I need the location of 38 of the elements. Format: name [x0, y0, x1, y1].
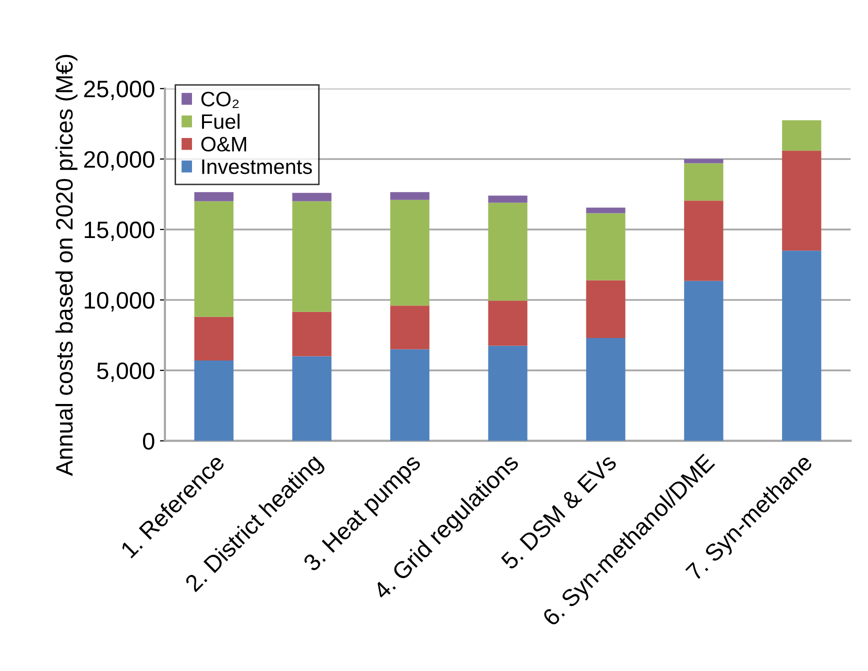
- legend-label: CO₂: [201, 92, 239, 108]
- y-tick-label: 10,000: [84, 292, 154, 312]
- legend-label: Fuel: [202, 114, 240, 129]
- bar: [194, 360, 234, 441]
- bar: [194, 201, 234, 317]
- bar: [684, 280, 724, 441]
- bar: [390, 200, 430, 306]
- legend-label: Investments: [202, 160, 312, 174]
- bar: [488, 346, 528, 441]
- y-tick-label: 20,000: [84, 151, 154, 171]
- bar: [586, 213, 626, 280]
- bar: [390, 306, 430, 350]
- bar: [292, 312, 332, 356]
- legend-label: O&M: [201, 136, 246, 152]
- bar: [390, 349, 430, 441]
- y-tick-label: 5,000: [97, 362, 154, 382]
- bar: [194, 316, 234, 361]
- bar: [292, 201, 332, 312]
- bar: [684, 200, 724, 281]
- bar: [390, 192, 430, 200]
- bar: [586, 338, 626, 441]
- bar: [782, 250, 822, 441]
- y-tick-label: 0: [142, 432, 154, 450]
- y-axis-title: Annual costs based on 2020 prices (M€): [55, 54, 78, 476]
- bar: [292, 192, 332, 202]
- bar: [586, 208, 626, 214]
- bar: [782, 150, 822, 251]
- y-tick-label: 25,000: [84, 80, 154, 100]
- bar: [292, 356, 332, 441]
- bar: [782, 120, 822, 151]
- bar: [488, 202, 528, 301]
- bar: [684, 163, 724, 201]
- y-tick-label: 15,000: [84, 222, 154, 242]
- bar: [488, 196, 528, 203]
- bar: [488, 300, 528, 346]
- bar: [684, 159, 724, 164]
- bar: [194, 192, 234, 202]
- bar: [586, 280, 626, 338]
